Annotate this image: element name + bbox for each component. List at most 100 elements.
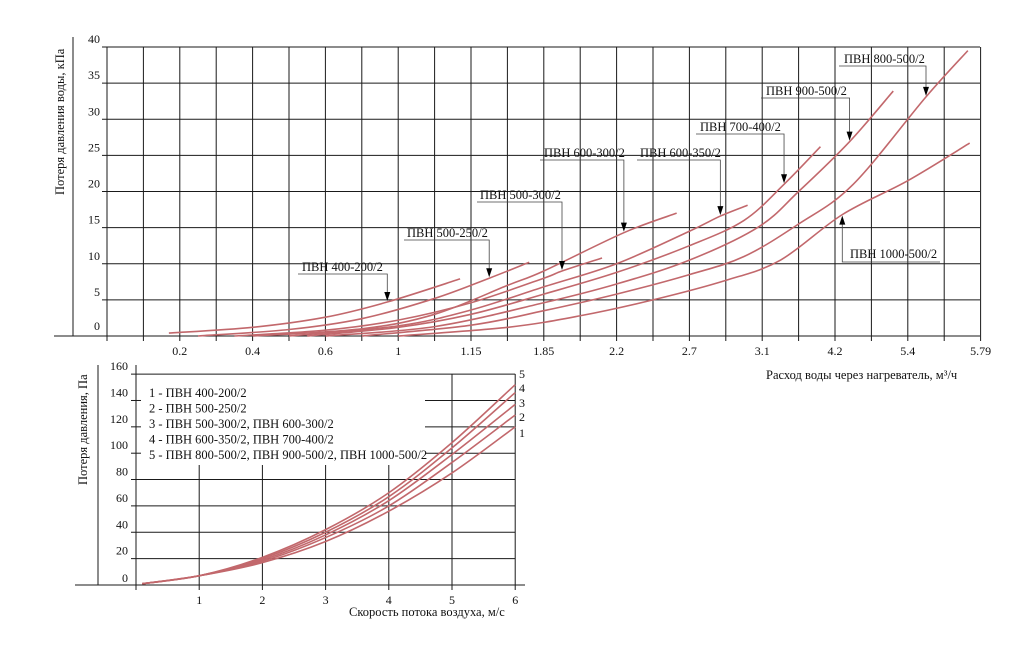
callout-label: ПВН 900-500/2: [766, 84, 847, 98]
legend-entry: 5 - ПВН 800-500/2, ПВН 900-500/2, ПВН 10…: [149, 448, 427, 462]
curve-ПВН-500-250_2: [197, 261, 530, 337]
callout-ПВН-600-300_2: ПВН 600-300/2: [540, 146, 627, 232]
callout-leader: [696, 133, 785, 177]
bottom-x-tick-label: 4: [386, 593, 392, 607]
curve-ПВН-600-350_2: [288, 204, 748, 337]
top-x-tick-label: 1.85: [533, 344, 554, 358]
curve-number-label: 4: [519, 381, 525, 395]
top-x-tick-label: 5.4: [900, 344, 915, 358]
top-grid: [102, 46, 982, 341]
callout-label: ПВН 1000-500/2: [850, 247, 937, 261]
legend-entry: 2 - ПВН 500-250/2: [149, 402, 247, 416]
top-y-tick-label: 0: [94, 319, 100, 333]
callout-label: ПВН 600-300/2: [544, 146, 625, 160]
callout-leader: [761, 97, 850, 134]
callout-label: ПВН 500-300/2: [480, 188, 561, 202]
top-x-tick-label: 0.6: [318, 344, 333, 358]
callout-ПВН-500-250_2: ПВН 500-250/2: [404, 226, 493, 278]
curve-ПВН-700-400_2: [307, 146, 822, 337]
curve-number-label: 5: [519, 367, 525, 381]
curve-number-label: 1: [519, 426, 525, 440]
bottom-y-tick-label: 80: [116, 465, 128, 479]
legend-entry: 1 - ПВН 400-200/2: [149, 386, 247, 400]
callout-label: ПВН 700-400/2: [700, 120, 781, 134]
bottom-x-tick-label: 5: [449, 593, 455, 607]
callout-label: ПВН 400-200/2: [302, 260, 383, 274]
curve-number-label: 3: [519, 396, 525, 410]
callout-leader: [637, 159, 721, 209]
arrow-down-icon: [620, 222, 627, 232]
top-y-tick-label: 15: [88, 213, 100, 227]
arrow-up-icon: [839, 215, 846, 225]
bottom-y-axis-title: Потеря давления, Па: [76, 374, 90, 485]
callout-leader: [477, 201, 563, 263]
top-x-tick-label: 0.2: [172, 344, 187, 358]
callout-leader: [839, 65, 927, 89]
top-y-tick-label: 30: [88, 104, 100, 118]
bottom-y-tick-label: 140: [110, 385, 128, 399]
bottom-x-tick-label: 3: [323, 593, 329, 607]
curve-5: [142, 384, 516, 585]
top-y-tick-label: 20: [88, 177, 100, 191]
top-y-tick-label: 10: [88, 249, 100, 263]
curve-3: [142, 403, 516, 585]
curve-ПВН-1000-500_2: [398, 142, 971, 337]
top-y-tick-label: 5: [94, 285, 100, 299]
top-x-tick-label: 1: [395, 344, 401, 358]
top-x-tick-label: 5.79: [970, 344, 991, 358]
callout-leader: [540, 159, 625, 225]
curve-number-label: 2: [519, 410, 525, 424]
callout-label: ПВН 800-500/2: [844, 52, 925, 66]
top-x-axis-title: Расход воды через нагреватель, м³/ч: [766, 368, 957, 382]
top-x-tick-label: 1.15: [461, 344, 482, 358]
top-x-tick-label: 2.7: [682, 344, 697, 358]
bottom-x-tick-label: 1: [196, 593, 202, 607]
top-y-tick-label: 40: [88, 32, 100, 46]
callout-leader: [298, 273, 388, 295]
callout-ПВН-900-500_2: ПВН 900-500/2: [761, 84, 853, 141]
bottom-y-tick-label: 0: [122, 571, 128, 585]
bottom-x-tick-label: 6: [512, 593, 518, 607]
arrow-down-icon: [486, 268, 493, 278]
callout-leader: [404, 239, 490, 271]
top-x-tick-label: 4.2: [828, 344, 843, 358]
arrow-down-icon: [846, 131, 853, 141]
top-x-tick-label: 3.1: [755, 344, 770, 358]
bottom-x-axis-title: Скорость потока воздуха, м/с: [349, 605, 505, 619]
callout-label: ПВН 500-250/2: [407, 226, 488, 240]
arrow-down-icon: [923, 86, 929, 96]
top-x-tick-label: 2.2: [609, 344, 624, 358]
top-x-tick-label: 0.4: [245, 344, 260, 358]
callout-ПВН-1000-500_2: ПВН 1000-500/2: [839, 215, 940, 263]
arrow-down-icon: [559, 260, 565, 270]
legend-entry: 4 - ПВН 600-350/2, ПВН 700-400/2: [149, 433, 334, 447]
top-y-tick-label: 25: [88, 140, 100, 154]
callout-ПВН-600-350_2: ПВН 600-350/2: [637, 146, 724, 216]
curve-ПВН-500-300_2: [234, 257, 603, 337]
arrow-down-icon: [384, 292, 391, 302]
callout-ПВН-400-200_2: ПВН 400-200/2: [298, 260, 391, 302]
callout-ПВН-800-500_2: ПВН 800-500/2: [839, 52, 929, 96]
arrow-down-icon: [781, 174, 788, 184]
bottom-y-tick-label: 160: [110, 359, 128, 373]
curve-ПВН-600-300_2: [252, 212, 677, 337]
curve-ПВН-900-500_2: [325, 90, 894, 337]
bottom-y-tick-label: 40: [116, 517, 128, 531]
bottom-x-tick-label: 2: [259, 593, 265, 607]
legend: 1 - ПВН 400-200/2 2 - ПВН 500-250/23 - ПВ…: [149, 386, 427, 462]
arrow-down-icon: [717, 206, 724, 216]
callout-label: ПВН 600-350/2: [640, 146, 721, 160]
top-y-tick-label: 35: [88, 68, 100, 82]
bottom-y-tick-label: 100: [110, 438, 128, 452]
bottom-y-tick-label: 120: [110, 412, 128, 426]
water-pressure-loss-chart: 0 5 10 15 20 25 30 35 40 0.2 0.4 0.6 1 1.15 1.85 2.2 2.…: [53, 32, 991, 382]
curve-ПВН-800-500_2: [361, 50, 969, 337]
bottom-y-tick-label: 60: [116, 491, 128, 505]
bottom-y-tick-label: 20: [116, 544, 128, 558]
callout-ПВН-500-300_2: ПВН 500-300/2: [477, 188, 565, 270]
legend-entry: 3 - ПВН 500-300/2, ПВН 600-300/2: [149, 417, 334, 431]
callout-ПВН-700-400_2: ПВН 700-400/2: [696, 120, 788, 184]
curve-ПВН-400-200_2: [168, 278, 461, 334]
